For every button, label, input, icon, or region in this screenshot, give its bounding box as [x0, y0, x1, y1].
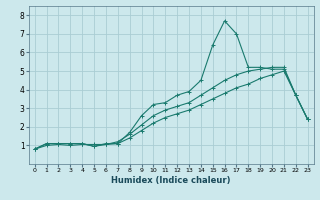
X-axis label: Humidex (Indice chaleur): Humidex (Indice chaleur): [111, 176, 231, 185]
